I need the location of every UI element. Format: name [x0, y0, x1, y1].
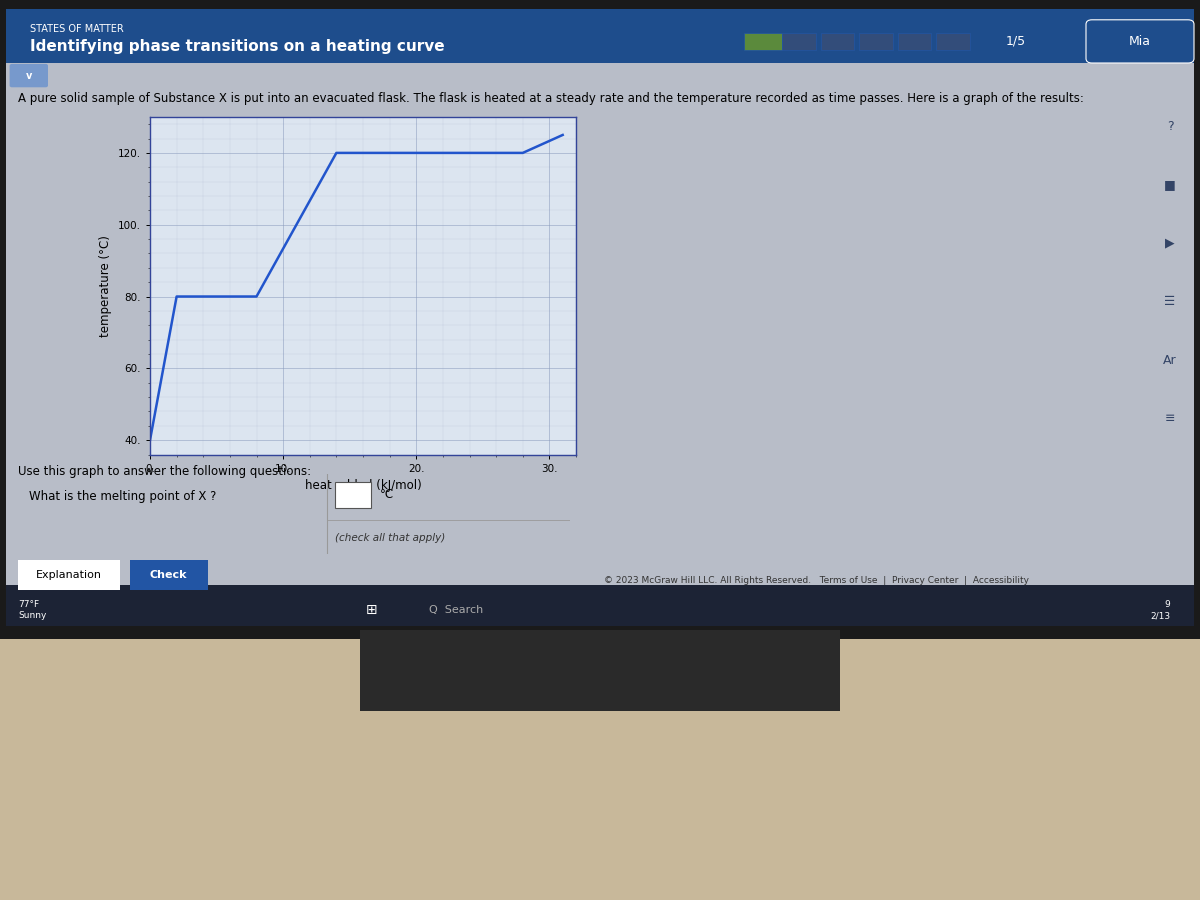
Text: (check all that apply): (check all that apply) — [336, 533, 445, 543]
Bar — [6, 585, 1194, 625]
FancyBboxPatch shape — [336, 482, 371, 508]
Text: © 2023 McGraw Hill LLC. All Rights Reserved.   Terms of Use  |  Privacy Center  : © 2023 McGraw Hill LLC. All Rights Reser… — [604, 576, 1028, 585]
Text: ≡: ≡ — [1165, 412, 1175, 425]
Text: Q  Search: Q Search — [428, 605, 484, 616]
Text: 77°F: 77°F — [18, 600, 40, 609]
Text: v: v — [25, 70, 32, 81]
Bar — [898, 33, 931, 50]
Text: 1/5: 1/5 — [1006, 35, 1026, 48]
FancyBboxPatch shape — [12, 558, 126, 591]
Text: ⊞: ⊞ — [366, 603, 378, 617]
Text: ☰: ☰ — [1164, 295, 1176, 308]
Bar — [936, 33, 970, 50]
Bar — [821, 33, 854, 50]
Bar — [0, 0, 1200, 639]
Text: Use this graph to answer the following questions:: Use this graph to answer the following q… — [18, 465, 311, 478]
Text: 9: 9 — [1164, 600, 1170, 609]
Text: Sunny: Sunny — [18, 611, 47, 620]
Bar — [859, 33, 893, 50]
Text: Check: Check — [150, 570, 187, 580]
Text: Explanation: Explanation — [36, 570, 102, 580]
Text: °C: °C — [379, 489, 394, 501]
Text: Identifying phase transitions on a heating curve: Identifying phase transitions on a heati… — [30, 40, 445, 54]
FancyBboxPatch shape — [10, 64, 48, 87]
Bar — [782, 33, 816, 50]
Text: ?: ? — [1166, 120, 1174, 132]
Text: Mia: Mia — [1129, 35, 1151, 48]
Text: A pure solid sample of Substance X is put into an evacuated flask. The flask is : A pure solid sample of Substance X is pu… — [18, 92, 1084, 104]
Text: What is the melting point of X ?: What is the melting point of X ? — [29, 490, 216, 503]
Bar — [6, 63, 1194, 585]
Text: Ar: Ar — [1163, 354, 1177, 366]
Bar — [6, 9, 1194, 63]
FancyBboxPatch shape — [125, 558, 212, 591]
Text: ■: ■ — [1164, 178, 1176, 191]
Bar — [744, 33, 782, 50]
X-axis label: heat added (kJ/mol): heat added (kJ/mol) — [305, 479, 421, 492]
Y-axis label: temperature (°C): temperature (°C) — [100, 235, 113, 337]
FancyBboxPatch shape — [360, 630, 840, 711]
Text: 2/13: 2/13 — [1150, 611, 1170, 620]
Text: STATES OF MATTER: STATES OF MATTER — [30, 23, 124, 34]
Text: ▶: ▶ — [1165, 237, 1175, 249]
Bar — [6, 9, 1194, 626]
FancyBboxPatch shape — [1086, 20, 1194, 63]
